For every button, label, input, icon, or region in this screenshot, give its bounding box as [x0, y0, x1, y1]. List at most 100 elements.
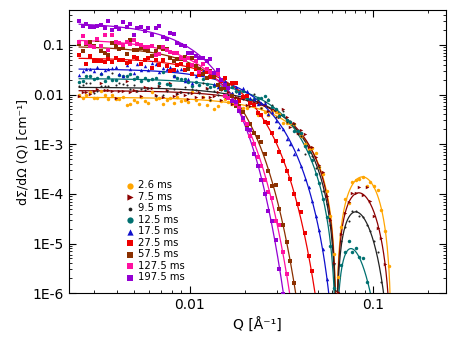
9.5 ms [94, 88, 101, 94]
127.5 ms [282, 271, 290, 277]
27.5 ms [159, 58, 166, 63]
17.5 ms [174, 67, 181, 73]
17.5 ms [279, 127, 286, 132]
2.6 ms [130, 97, 137, 103]
9.5 ms [322, 201, 330, 207]
17.5 ms [191, 73, 199, 79]
17.5 ms [141, 63, 148, 69]
7.5 ms [358, 193, 366, 198]
27.5 ms [166, 68, 174, 73]
12.5 ms [151, 75, 159, 80]
12.5 ms [326, 243, 333, 248]
17.5 ms [134, 62, 141, 67]
27.5 ms [115, 57, 123, 62]
7.5 ms [279, 106, 286, 112]
12.5 ms [257, 95, 264, 101]
197.5 ms [246, 128, 253, 133]
2.6 ms [83, 92, 90, 98]
7.5 ms [162, 87, 170, 92]
2.6 ms [312, 150, 319, 155]
17.5 ms [235, 91, 242, 96]
27.5 ms [101, 60, 108, 65]
9.5 ms [108, 70, 115, 75]
27.5 ms [199, 71, 206, 76]
57.5 ms [115, 47, 123, 52]
12.5 ms [79, 78, 86, 84]
2.6 ms [199, 94, 206, 99]
7.5 ms [195, 89, 202, 94]
9.5 ms [210, 89, 217, 94]
7.5 ms [170, 93, 177, 99]
57.5 ms [97, 48, 105, 54]
7.5 ms [130, 87, 137, 93]
7.5 ms [185, 96, 192, 101]
17.5 ms [130, 70, 137, 76]
2.6 ms [253, 113, 261, 118]
9.5 ms [206, 97, 213, 102]
197.5 ms [213, 68, 221, 73]
7.5 ms [104, 87, 112, 93]
127.5 ms [90, 44, 97, 50]
2.6 ms [162, 98, 170, 103]
27.5 ms [90, 58, 97, 64]
17.5 ms [195, 70, 202, 76]
2.6 ms [94, 96, 101, 101]
12.5 ms [358, 255, 366, 261]
9.5 ms [242, 98, 250, 103]
27.5 ms [83, 61, 90, 67]
7.5 ms [315, 162, 322, 167]
127.5 ms [101, 32, 108, 37]
9.5 ms [381, 294, 388, 299]
197.5 ms [104, 18, 112, 24]
27.5 ms [231, 80, 239, 85]
7.5 ms [206, 95, 213, 100]
7.5 ms [181, 92, 188, 97]
2.6 ms [290, 121, 297, 127]
2.6 ms [301, 141, 308, 147]
127.5 ms [83, 41, 90, 46]
7.5 ms [199, 95, 206, 100]
57.5 ms [94, 38, 101, 43]
197.5 ms [119, 19, 126, 25]
12.5 ms [155, 81, 162, 86]
127.5 ms [239, 118, 246, 123]
197.5 ms [162, 36, 170, 41]
12.5 ms [235, 90, 242, 95]
9.5 ms [264, 96, 272, 101]
197.5 ms [250, 151, 257, 156]
9.5 ms [79, 83, 86, 88]
12.5 ms [224, 84, 232, 89]
2.6 ms [268, 109, 275, 114]
2.6 ms [373, 187, 381, 193]
197.5 ms [191, 54, 199, 59]
7.5 ms [210, 93, 217, 99]
197.5 ms [181, 43, 188, 49]
27.5 ms [141, 58, 148, 63]
12.5 ms [228, 85, 235, 90]
127.5 ms [130, 37, 137, 42]
12.5 ms [253, 96, 261, 101]
27.5 ms [297, 210, 304, 215]
7.5 ms [101, 88, 108, 93]
57.5 ms [286, 258, 293, 264]
9.5 ms [250, 91, 257, 97]
7.5 ms [75, 93, 83, 99]
2.6 ms [104, 97, 112, 102]
7.5 ms [348, 191, 355, 196]
7.5 ms [333, 289, 341, 295]
7.5 ms [271, 108, 279, 113]
2.6 ms [90, 96, 97, 101]
9.5 ms [235, 98, 242, 104]
57.5 ms [199, 71, 206, 76]
17.5 ms [319, 247, 326, 252]
9.5 ms [377, 280, 384, 285]
27.5 ms [217, 79, 224, 84]
17.5 ms [228, 90, 235, 96]
57.5 ms [279, 222, 286, 227]
17.5 ms [297, 163, 304, 169]
197.5 ms [257, 177, 264, 182]
17.5 ms [123, 62, 130, 68]
7.5 ms [341, 210, 348, 215]
2.6 ms [362, 183, 369, 189]
2.6 ms [86, 89, 94, 94]
